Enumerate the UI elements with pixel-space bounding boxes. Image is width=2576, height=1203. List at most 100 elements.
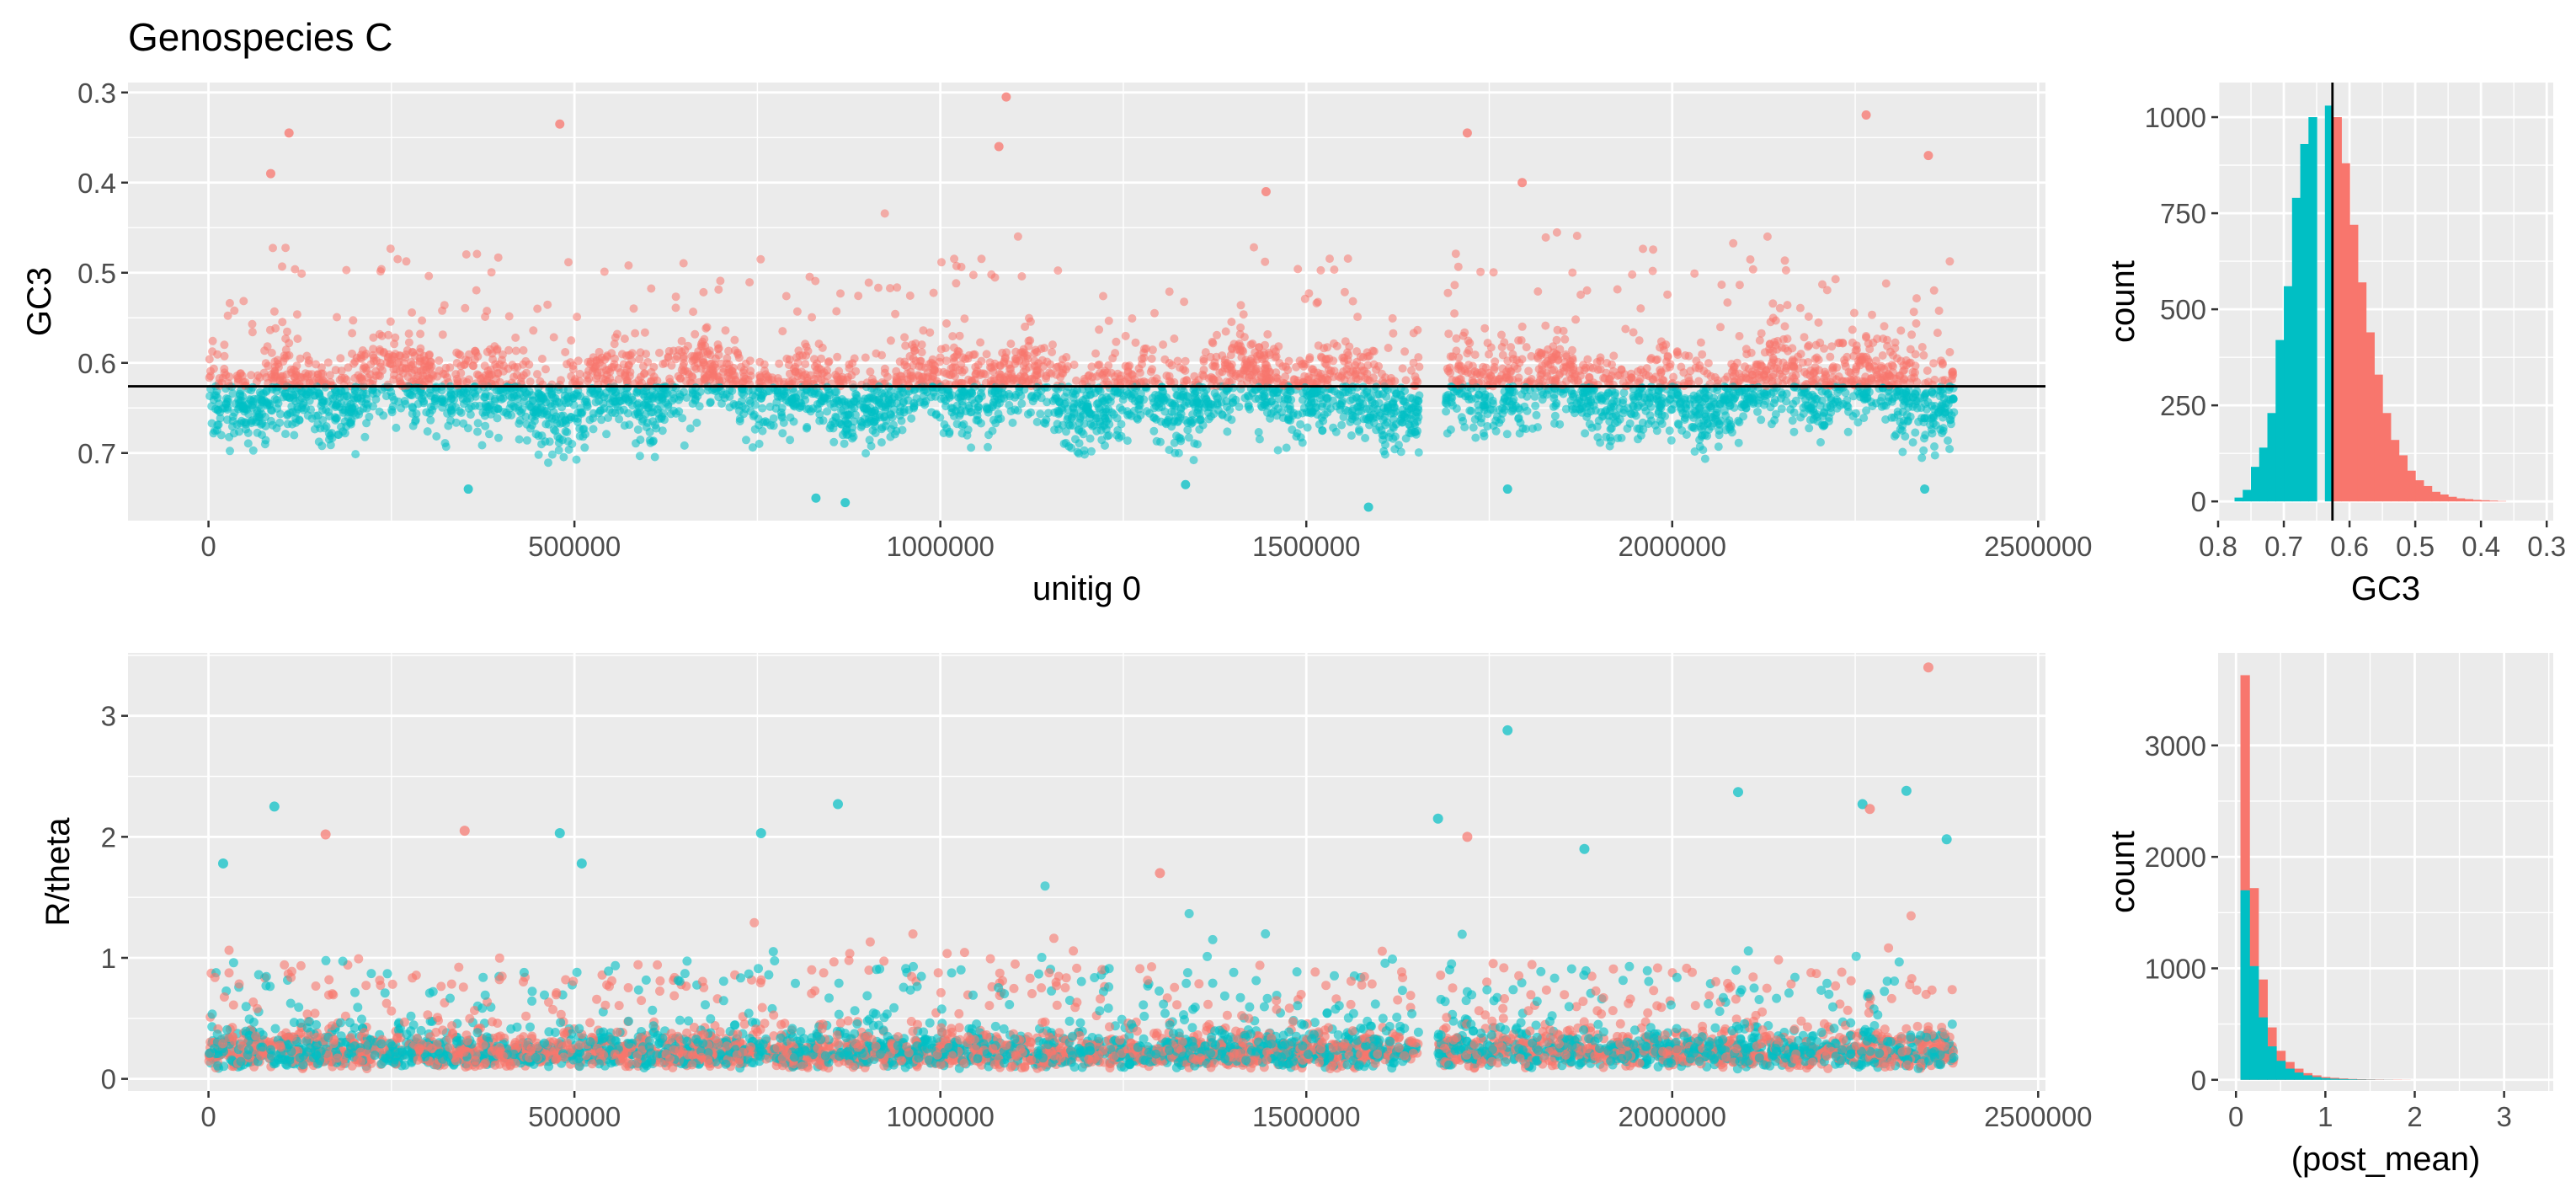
data-point xyxy=(1550,376,1560,385)
data-point xyxy=(534,450,543,459)
data-point xyxy=(1843,396,1852,405)
data-point xyxy=(423,427,432,436)
data-point xyxy=(1383,418,1392,427)
data-point xyxy=(560,396,568,405)
data-point xyxy=(390,340,399,349)
data-point xyxy=(808,313,817,322)
data-point xyxy=(871,429,880,437)
data-point xyxy=(1102,368,1112,377)
data-point xyxy=(1549,402,1558,411)
data-point xyxy=(1134,364,1144,373)
data-point xyxy=(1661,340,1671,350)
data-point xyxy=(1834,372,1843,381)
data-point xyxy=(1017,272,1027,281)
data-point xyxy=(1050,425,1059,435)
data-point xyxy=(600,267,609,276)
data-point xyxy=(533,370,541,379)
x-axis-title: unitig 0 xyxy=(1032,570,1141,607)
data-point xyxy=(1043,357,1052,366)
data-point xyxy=(1021,322,1030,331)
data-point xyxy=(555,380,564,389)
data-point xyxy=(1497,377,1507,387)
x-tick-label: 500000 xyxy=(528,531,621,562)
data-point xyxy=(616,406,625,415)
data-point xyxy=(1304,408,1314,417)
data-point xyxy=(1498,404,1507,413)
data-point xyxy=(1878,351,1887,360)
data-point xyxy=(243,429,253,437)
data-point xyxy=(1497,330,1506,340)
data-point xyxy=(1853,418,1863,427)
data-point xyxy=(536,404,545,414)
data-point xyxy=(1768,299,1778,308)
data-point xyxy=(795,351,804,360)
data-point xyxy=(877,438,886,447)
data-point xyxy=(1929,286,1939,295)
data-point xyxy=(1226,350,1235,360)
data-point xyxy=(977,254,986,264)
data-point xyxy=(842,375,851,384)
data-point xyxy=(205,355,214,364)
data-point xyxy=(1413,417,1422,425)
data-point xyxy=(1796,350,1805,359)
data-point xyxy=(402,257,411,266)
data-point xyxy=(515,419,524,428)
data-point xyxy=(288,420,296,429)
data-point xyxy=(1933,329,1942,338)
data-point xyxy=(1625,419,1635,428)
data-point xyxy=(836,289,845,298)
data-point xyxy=(1713,386,1722,395)
data-point xyxy=(880,209,889,218)
data-point xyxy=(861,353,870,362)
data-point xyxy=(369,333,378,342)
data-point xyxy=(1919,446,1928,455)
data-point xyxy=(1134,404,1144,414)
data-point xyxy=(635,355,644,364)
data-point xyxy=(893,283,902,292)
data-point xyxy=(1594,393,1603,401)
data-point xyxy=(633,425,643,434)
data-point xyxy=(1582,286,1592,295)
data-point xyxy=(1748,265,1757,274)
data-point xyxy=(1150,308,1159,318)
data-point xyxy=(1735,281,1744,290)
data-point xyxy=(909,404,918,413)
data-point xyxy=(1112,414,1122,423)
data-point xyxy=(1821,372,1830,381)
data-point xyxy=(1489,421,1498,430)
data-point xyxy=(1541,321,1550,330)
data-point xyxy=(1514,373,1523,382)
data-point xyxy=(1585,373,1594,382)
data-point xyxy=(1780,256,1789,265)
data-point xyxy=(1095,325,1104,334)
data-point xyxy=(1096,368,1104,377)
data-point xyxy=(1580,366,1589,375)
data-point xyxy=(832,307,841,316)
data-point xyxy=(461,303,470,313)
data-point xyxy=(1172,431,1181,441)
data-point xyxy=(237,372,247,381)
data-point xyxy=(360,432,370,441)
data-point xyxy=(957,392,966,401)
data-point xyxy=(1638,418,1647,427)
y-tick-label: 0.4 xyxy=(77,168,116,199)
data-point xyxy=(1114,433,1123,442)
data-point xyxy=(801,360,810,369)
data-point xyxy=(1194,403,1203,412)
data-point xyxy=(1076,412,1085,421)
data-point xyxy=(349,395,359,404)
data-point xyxy=(459,419,468,428)
data-point xyxy=(1384,344,1393,352)
x-tick-label: 1500000 xyxy=(1252,531,1360,562)
data-point xyxy=(1330,387,1339,396)
data-point xyxy=(1149,426,1159,436)
data-point xyxy=(702,323,712,332)
data-point xyxy=(290,430,299,440)
data-point xyxy=(1384,403,1393,412)
data-point xyxy=(803,424,811,433)
data-point xyxy=(1663,290,1672,299)
data-point xyxy=(1210,388,1219,398)
data-point xyxy=(706,350,715,360)
data-point xyxy=(386,244,395,254)
data-point xyxy=(755,357,765,366)
